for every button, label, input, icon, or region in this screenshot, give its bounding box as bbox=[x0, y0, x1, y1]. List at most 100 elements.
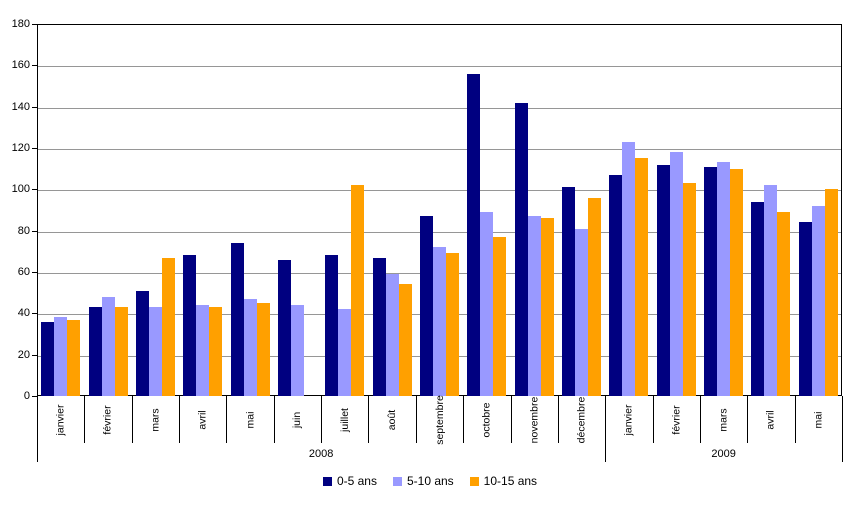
axis-separator-10 bbox=[510, 396, 512, 443]
bar-0-5 ans-mai-4 bbox=[230, 243, 244, 396]
bar-10-15 ans-mai-4 bbox=[256, 303, 270, 396]
y-tick-140 bbox=[32, 106, 37, 108]
axis-separator-16 bbox=[794, 396, 796, 443]
bar-0-5 ans-mars-2 bbox=[135, 290, 149, 396]
y-axis-label-160: 160 bbox=[11, 59, 30, 72]
axis-separator-1 bbox=[84, 396, 86, 443]
y-axis-label-40: 40 bbox=[17, 307, 30, 320]
axis-separator-2 bbox=[131, 396, 133, 443]
bar-0-5 ans-septembre-8 bbox=[419, 216, 433, 396]
y-tick-20 bbox=[32, 354, 37, 356]
bar-0-5 ans-juin-5 bbox=[277, 259, 291, 396]
bar-5-10 ans-mai-16 bbox=[811, 205, 825, 396]
bar-5-10 ans-février-13 bbox=[669, 152, 683, 396]
axis-separator-3 bbox=[179, 396, 181, 443]
bar-5-10 ans-mai-4 bbox=[243, 298, 257, 396]
y-axis-label-100: 100 bbox=[11, 183, 30, 196]
bar-5-10 ans-janvier-12 bbox=[622, 141, 636, 396]
x-axis-month-label-12: janvier bbox=[605, 398, 652, 442]
bar-0-5 ans-janvier-12 bbox=[609, 174, 623, 396]
bar-10-15 ans-juillet-6 bbox=[351, 185, 365, 396]
x-axis-month-label-14: mars bbox=[700, 398, 747, 442]
bar-0-5 ans-janvier-0 bbox=[41, 321, 55, 396]
axis-separator-12 bbox=[605, 396, 607, 462]
bar-group-14 bbox=[700, 24, 747, 396]
bar-10-15 ans-janvier-0 bbox=[67, 319, 81, 396]
x-axis-month-label-16: mai bbox=[795, 398, 842, 442]
bar-group-4 bbox=[226, 24, 273, 396]
bar-10-15 ans-février-13 bbox=[682, 183, 696, 396]
axis-separator-8 bbox=[415, 396, 417, 443]
month-label-text: mars bbox=[149, 408, 162, 432]
y-tick-100 bbox=[32, 189, 37, 191]
axis-separator-11 bbox=[557, 396, 559, 443]
legend-item-0-5-ans: 0-5 ans bbox=[322, 474, 377, 488]
gridline-100 bbox=[38, 190, 841, 192]
x-axis-month-label-10: novembre bbox=[511, 397, 558, 444]
bar-10-15 ans-août-7 bbox=[398, 284, 412, 396]
bar-group-5 bbox=[274, 24, 321, 396]
month-label-text: janvier bbox=[54, 404, 67, 436]
x-axis-month-label-15: avril bbox=[747, 398, 794, 442]
axis-separator-13 bbox=[652, 396, 654, 443]
bar-5-10 ans-mars-2 bbox=[148, 307, 162, 396]
bar-10-15 ans-octobre-9 bbox=[493, 236, 507, 396]
bar-5-10 ans-novembre-10 bbox=[527, 216, 541, 396]
x-axis-month-label-2: mars bbox=[132, 398, 179, 442]
bar-0-5 ans-mai-16 bbox=[798, 222, 812, 396]
x-axis-month-label-7: août bbox=[368, 398, 415, 442]
bar-10-15 ans-mars-14 bbox=[730, 168, 744, 396]
bar-0-5 ans-novembre-10 bbox=[514, 102, 528, 396]
gridline-80 bbox=[38, 231, 841, 233]
month-label-text: octobre bbox=[480, 402, 493, 438]
y-tick-160 bbox=[32, 65, 37, 67]
x-axis-month-label-1: février bbox=[84, 398, 131, 442]
month-label-text: février bbox=[670, 405, 683, 435]
axis-separator-14 bbox=[699, 396, 701, 443]
bar-0-5 ans-février-13 bbox=[656, 164, 670, 396]
axis-separator-15 bbox=[747, 396, 749, 443]
gridline-160 bbox=[38, 66, 841, 68]
month-label-text: septembre bbox=[433, 395, 446, 445]
x-axis-month-label-0: janvier bbox=[37, 398, 84, 442]
bar-group-13 bbox=[653, 24, 700, 396]
y-axis-label-20: 20 bbox=[17, 348, 30, 361]
x-axis-month-label-3: avril bbox=[179, 398, 226, 442]
month-label-text: mai bbox=[812, 411, 825, 429]
x-axis-month-label-6: juillet bbox=[321, 398, 368, 442]
axis-separator-9 bbox=[463, 396, 465, 443]
bar-group-9 bbox=[463, 24, 510, 396]
axis-separator-0 bbox=[37, 396, 38, 462]
bar-0-5 ans-février-1 bbox=[88, 307, 102, 396]
axis-separator-5 bbox=[273, 396, 275, 443]
axis-separator-7 bbox=[368, 396, 370, 443]
bar-0-5 ans-juillet-6 bbox=[325, 255, 339, 396]
bar-group-8 bbox=[416, 24, 463, 396]
bar-10-15 ans-décembre-11 bbox=[588, 197, 602, 396]
bar-group-0 bbox=[37, 24, 84, 396]
bar-10-15 ans-janvier-12 bbox=[635, 158, 649, 396]
bar-0-5 ans-avril-3 bbox=[183, 255, 197, 396]
month-label-text: février bbox=[102, 405, 115, 435]
bar-0-5 ans-avril-15 bbox=[751, 201, 765, 396]
bar-5-10 ans-octobre-9 bbox=[480, 212, 494, 396]
month-label-text: avril bbox=[764, 410, 777, 430]
bar-10-15 ans-novembre-10 bbox=[540, 218, 554, 396]
legend-label-0-5-ans: 0-5 ans bbox=[336, 474, 377, 488]
bar-10-15 ans-avril-15 bbox=[777, 212, 791, 396]
bar-10-15 ans-mars-2 bbox=[161, 257, 175, 396]
legend-label-5-10-ans: 5-10 ans bbox=[406, 474, 454, 488]
bar-group-16 bbox=[795, 24, 842, 396]
y-axis-label-140: 140 bbox=[11, 100, 30, 113]
x-axis-month-label-11: décembre bbox=[558, 397, 605, 444]
bar-5-10 ans-avril-3 bbox=[196, 305, 210, 396]
bar-5-10 ans-août-7 bbox=[385, 274, 399, 396]
bar-0-5 ans-août-7 bbox=[372, 257, 386, 396]
bar-group-2 bbox=[132, 24, 179, 396]
month-label-text: avril bbox=[196, 410, 209, 430]
y-axis-label-180: 180 bbox=[11, 18, 30, 30]
bar-group-1 bbox=[84, 24, 131, 396]
y-tick-80 bbox=[32, 230, 37, 232]
legend-swatch-0-5-ans bbox=[322, 476, 332, 486]
bar-5-10 ans-février-1 bbox=[101, 296, 115, 396]
